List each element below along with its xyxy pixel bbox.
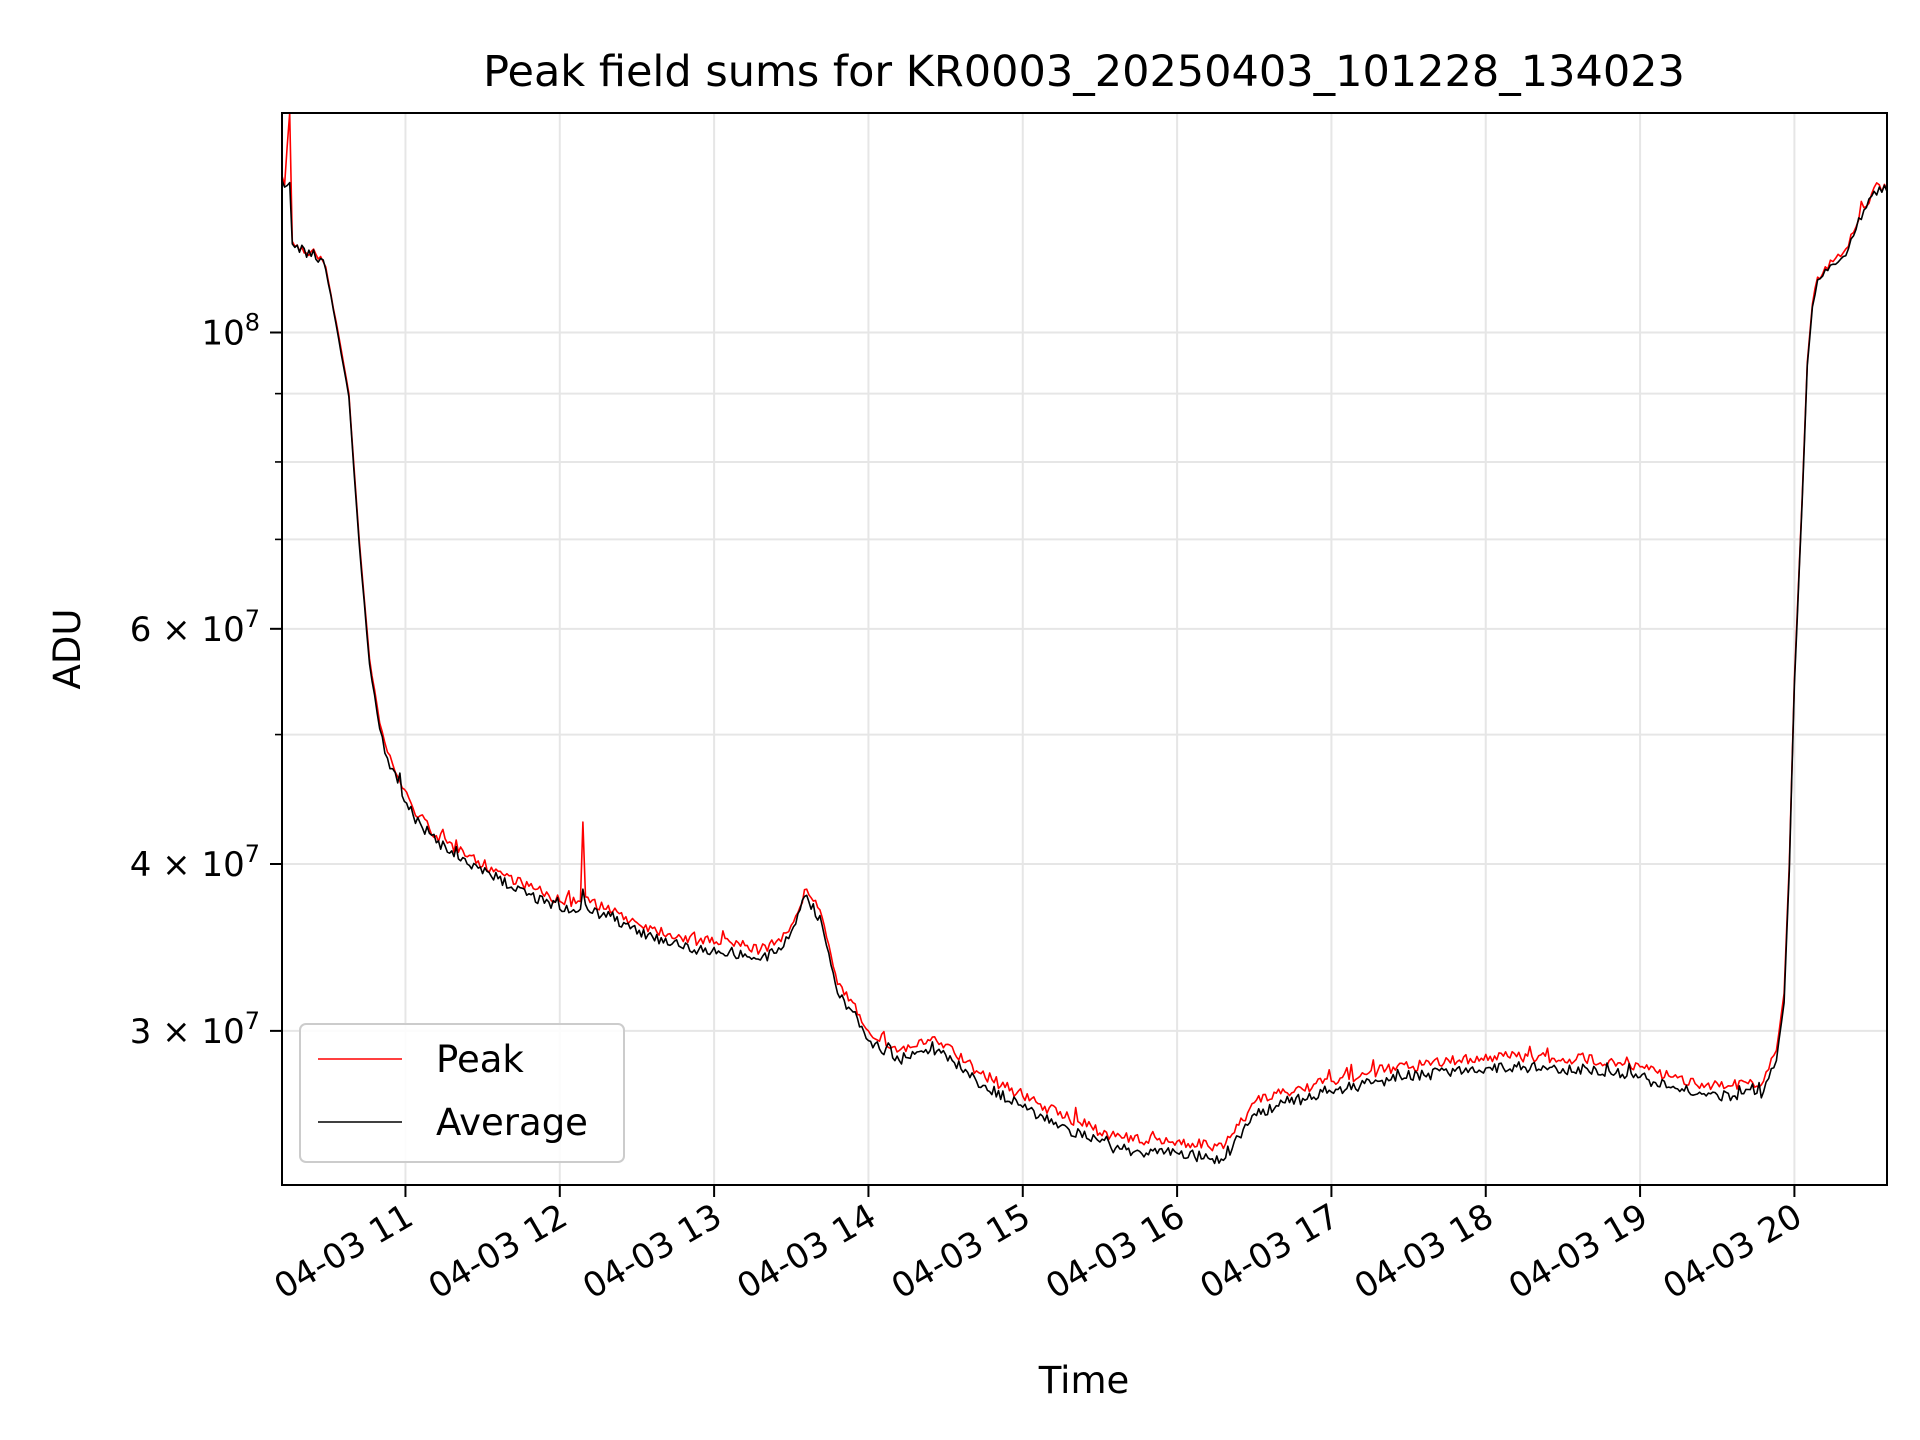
series-line-peak	[281, 112, 1888, 1152]
y-tick-label: 108	[201, 309, 260, 354]
plot-frame	[281, 112, 1888, 1186]
y-axis: 108 6 × 107 4 × 107 3 × 107	[130, 309, 282, 1052]
y-tick-label: 3 × 107	[130, 1007, 260, 1052]
grid	[282, 113, 1887, 1185]
y-tick-label: 6 × 107	[130, 605, 260, 650]
legend-label-peak: Peak	[436, 1038, 524, 1081]
legend-label-average: Average	[436, 1101, 588, 1144]
y-axis-label: ADU	[46, 609, 89, 690]
series-line-average	[281, 180, 1888, 1165]
series-layer	[281, 112, 1888, 1165]
y-tick-label: 4 × 107	[130, 840, 260, 885]
x-axis-label: Time	[1038, 1359, 1130, 1402]
legend: Peak Average	[299, 1023, 625, 1163]
chart-title: Peak field sums for KR0003_20250403_1012…	[483, 47, 1685, 97]
